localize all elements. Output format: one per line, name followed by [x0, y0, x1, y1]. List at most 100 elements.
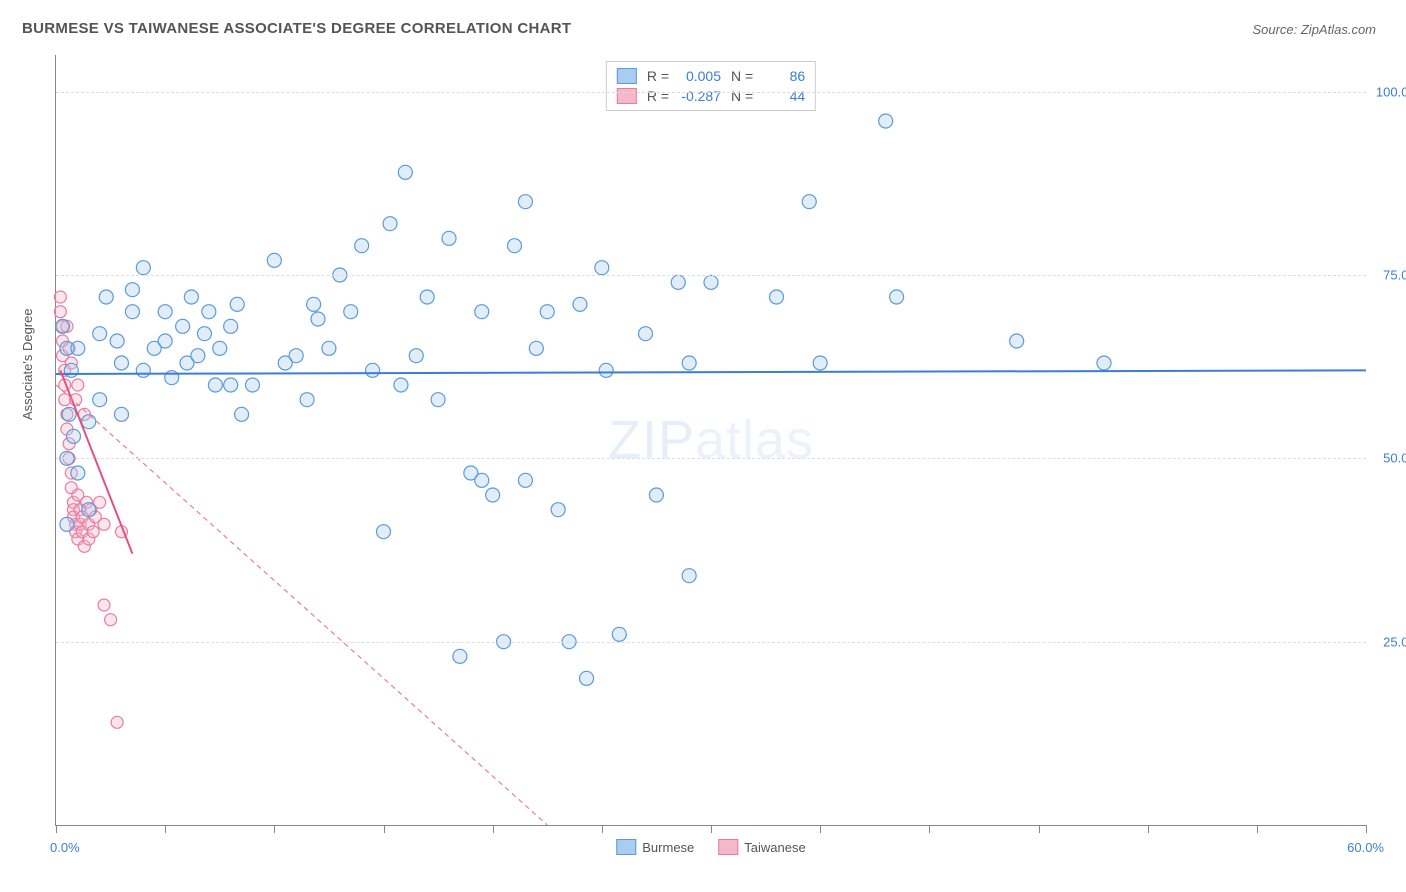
- r-value-burmese: 0.005: [679, 68, 721, 84]
- scatter-point: [599, 363, 613, 377]
- chart-container: BURMESE VS TAIWANESE ASSOCIATE'S DEGREE …: [0, 0, 1406, 892]
- source-label: Source: ZipAtlas.com: [1252, 22, 1376, 37]
- legend-row-taiwanese: R = -0.287 N = 44: [617, 86, 805, 106]
- scatter-point: [64, 363, 78, 377]
- y-tick-label: 25.0%: [1383, 634, 1406, 649]
- scatter-point: [158, 305, 172, 319]
- scatter-point: [1097, 356, 1111, 370]
- y-axis-title: Associate's Degree: [20, 308, 35, 420]
- r-label: R =: [647, 88, 669, 104]
- scatter-point: [62, 407, 76, 421]
- scatter-point: [184, 290, 198, 304]
- x-tick: [493, 825, 494, 833]
- scatter-point: [191, 349, 205, 363]
- scatter-point: [639, 327, 653, 341]
- scatter-point: [649, 488, 663, 502]
- y-tick-label: 100.0%: [1376, 84, 1406, 99]
- n-value-burmese: 86: [763, 68, 805, 84]
- legend-item-taiwanese: Taiwanese: [718, 839, 805, 855]
- scatter-point: [72, 379, 84, 391]
- r-value-taiwanese: -0.287: [679, 88, 721, 104]
- scatter-point: [202, 305, 216, 319]
- scatter-point: [246, 378, 260, 392]
- scatter-point: [98, 599, 110, 611]
- scatter-point: [431, 393, 445, 407]
- x-tick: [711, 825, 712, 833]
- scatter-point: [355, 239, 369, 253]
- scatter-point: [802, 195, 816, 209]
- scatter-point: [398, 165, 412, 179]
- scatter-svg: [56, 55, 1366, 825]
- scatter-point: [136, 261, 150, 275]
- r-label: R =: [647, 68, 669, 84]
- legend-correlation: R = 0.005 N = 86 R = -0.287 N = 44: [606, 61, 816, 111]
- legend-series: Burmese Taiwanese: [616, 839, 805, 855]
- legend-label-taiwanese: Taiwanese: [744, 840, 805, 855]
- x-tick: [384, 825, 385, 833]
- scatter-point: [54, 306, 66, 318]
- x-tick: [820, 825, 821, 833]
- scatter-point: [54, 291, 66, 303]
- x-tick: [1257, 825, 1258, 833]
- scatter-point: [98, 518, 110, 530]
- scatter-point: [475, 305, 489, 319]
- scatter-point: [93, 393, 107, 407]
- scatter-point: [551, 503, 565, 517]
- plot-area: ZIPatlas R = 0.005 N = 86 R = -0.287 N =…: [55, 55, 1366, 826]
- scatter-point: [322, 341, 336, 355]
- legend-label-burmese: Burmese: [642, 840, 694, 855]
- swatch-burmese: [617, 68, 637, 84]
- legend-row-burmese: R = 0.005 N = 86: [617, 66, 805, 86]
- scatter-point: [267, 253, 281, 267]
- trend-line: [56, 385, 547, 825]
- scatter-point: [486, 488, 500, 502]
- scatter-point: [197, 327, 211, 341]
- scatter-point: [394, 378, 408, 392]
- scatter-point: [682, 356, 696, 370]
- scatter-point: [213, 341, 227, 355]
- scatter-point: [704, 275, 718, 289]
- gridline: [56, 642, 1366, 643]
- scatter-point: [409, 349, 423, 363]
- scatter-point: [595, 261, 609, 275]
- scatter-point: [573, 297, 587, 311]
- scatter-point: [105, 614, 117, 626]
- chart-title: BURMESE VS TAIWANESE ASSOCIATE'S DEGREE …: [22, 20, 571, 37]
- scatter-point: [71, 466, 85, 480]
- scatter-point: [115, 356, 129, 370]
- scatter-point: [671, 275, 685, 289]
- scatter-point: [344, 305, 358, 319]
- x-tick: [602, 825, 603, 833]
- scatter-point: [813, 356, 827, 370]
- y-tick-label: 50.0%: [1383, 451, 1406, 466]
- x-tick: [1148, 825, 1149, 833]
- x-tick: [56, 825, 57, 833]
- n-value-taiwanese: 44: [763, 88, 805, 104]
- scatter-point: [136, 363, 150, 377]
- scatter-point: [158, 334, 172, 348]
- scatter-point: [125, 305, 139, 319]
- scatter-point: [879, 114, 893, 128]
- scatter-point: [770, 290, 784, 304]
- scatter-point: [59, 394, 71, 406]
- scatter-point: [420, 290, 434, 304]
- scatter-point: [890, 290, 904, 304]
- scatter-point: [235, 407, 249, 421]
- n-label: N =: [731, 68, 753, 84]
- scatter-point: [377, 525, 391, 539]
- scatter-point: [208, 378, 222, 392]
- x-tick: [165, 825, 166, 833]
- swatch-burmese-icon: [616, 839, 636, 855]
- scatter-point: [289, 349, 303, 363]
- scatter-point: [442, 231, 456, 245]
- scatter-point: [111, 716, 123, 728]
- scatter-point: [307, 297, 321, 311]
- scatter-point: [66, 429, 80, 443]
- n-label: N =: [731, 88, 753, 104]
- x-tick: [1039, 825, 1040, 833]
- scatter-point: [311, 312, 325, 326]
- scatter-point: [115, 407, 129, 421]
- swatch-taiwanese-icon: [718, 839, 738, 855]
- x-axis-max-label: 60.0%: [1347, 840, 1384, 855]
- scatter-point: [224, 319, 238, 333]
